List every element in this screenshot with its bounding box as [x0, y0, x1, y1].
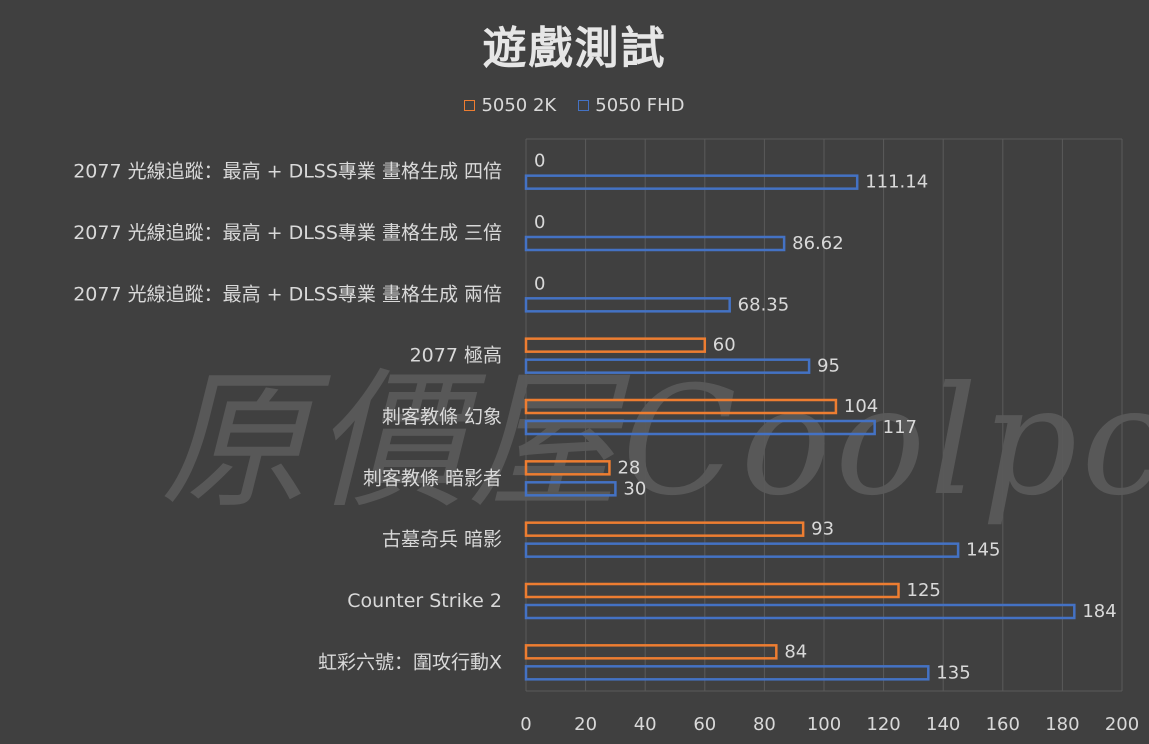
data-label-2k: 60: [713, 335, 736, 356]
data-label-fhd: 68.35: [738, 294, 790, 315]
data-label-2k: 125: [907, 580, 941, 601]
x-tick-label: 200: [1105, 714, 1139, 735]
legend-swatch-2k: [464, 100, 476, 111]
data-label-fhd: 117: [883, 417, 917, 438]
x-tick-label: 80: [753, 714, 776, 735]
bar-fhd: [524, 481, 617, 497]
bar-2k: [524, 460, 611, 476]
x-tick-label: 120: [866, 714, 900, 735]
x-tick-label: 20: [574, 714, 597, 735]
category-label: 刺客教條 幻象: [382, 406, 502, 428]
data-label-2k: 0: [534, 212, 545, 233]
chart-title: 遊戲測試: [482, 23, 667, 74]
legend-item-fhd: 5050 FHD: [578, 95, 685, 116]
data-label-2k: 104: [844, 396, 878, 417]
bar-fhd: [524, 603, 1076, 620]
bar-2k: [524, 582, 900, 599]
data-label-fhd: 184: [1082, 601, 1116, 622]
legend-swatch-fhd: [578, 100, 590, 111]
data-label-2k: 0: [534, 151, 545, 172]
x-tick-label: 40: [634, 714, 657, 735]
x-tick-label: 60: [693, 714, 716, 735]
legend-item-2k: 5050 2K: [464, 95, 556, 116]
bar-fhd: [524, 358, 811, 374]
data-label-2k: 28: [617, 457, 640, 478]
data-label-2k: 93: [811, 519, 834, 540]
bar-fhd: [524, 235, 786, 252]
data-label-fhd: 86.62: [792, 233, 844, 254]
category-label: 2077 光線追蹤：最高 + DLSS專業 畫格生成 三倍: [73, 222, 502, 244]
data-label-fhd: 30: [623, 478, 646, 499]
bar-fhd: [524, 665, 930, 681]
category-label: 2077 極高: [410, 345, 502, 367]
data-label-2k: 84: [784, 641, 807, 662]
data-label-fhd: 145: [966, 540, 1000, 561]
category-label: 2077 光線追蹤：最高 + DLSS專業 畫格生成 四倍: [73, 161, 502, 183]
data-label-fhd: 135: [936, 662, 970, 683]
bar-2k: [524, 521, 805, 537]
legend-label-fhd: 5050 FHD: [595, 95, 685, 116]
data-label-fhd: 95: [817, 356, 840, 377]
bar-2k: [524, 398, 838, 415]
bar-2k: [524, 644, 778, 660]
x-tick-label: 100: [807, 714, 841, 735]
bar-fhd: [524, 419, 876, 436]
bar-fhd: [524, 542, 960, 558]
x-tick-label: 140: [926, 714, 960, 735]
category-label: Counter Strike 2: [347, 590, 502, 612]
x-tick-label: 0: [520, 714, 531, 735]
category-label: 古墓奇兵 暗影: [382, 529, 502, 551]
category-label: 2077 光線追蹤：最高 + DLSS專業 畫格生成 兩倍: [73, 283, 502, 305]
data-label-fhd: 111.14: [865, 172, 928, 193]
x-tick-label: 180: [1045, 714, 1079, 735]
bar-fhd: [524, 174, 859, 190]
category-label: 虹彩六號：圍攻行動X: [318, 651, 502, 673]
legend: 5050 2K 5050 FHD: [0, 95, 1149, 116]
category-label: 刺客教條 暗影者: [363, 467, 502, 489]
bar-fhd: [524, 297, 731, 313]
x-tick-label: 160: [986, 714, 1020, 735]
data-label-2k: 0: [534, 273, 545, 294]
legend-label-2k: 5050 2K: [481, 95, 557, 116]
bar-2k: [524, 337, 707, 353]
